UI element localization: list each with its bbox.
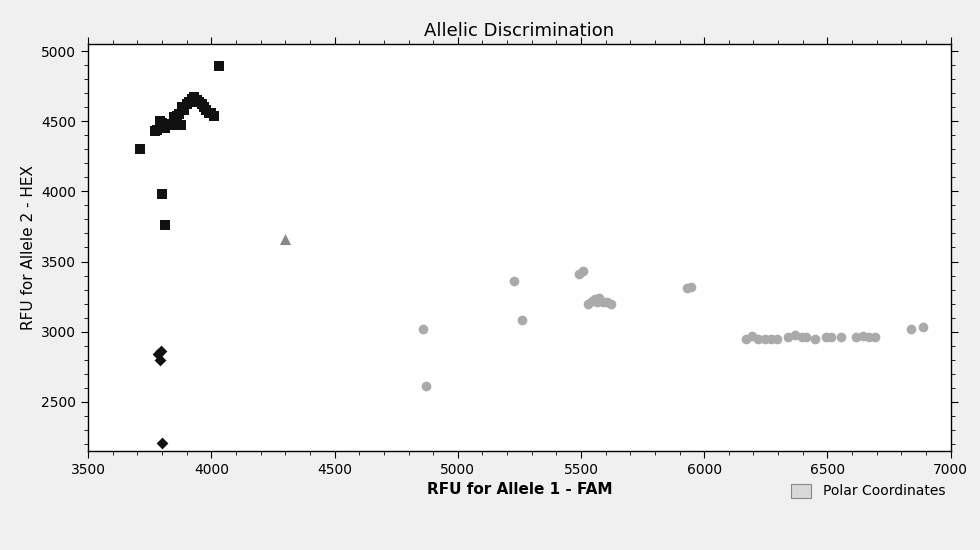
- Point: [757, 335, 772, 344]
- Point: [152, 355, 168, 364]
- Point: [189, 96, 205, 104]
- Point: [595, 298, 611, 307]
- Point: [788, 331, 804, 339]
- Point: [856, 332, 871, 340]
- Point: [738, 334, 754, 343]
- Point: [152, 117, 168, 125]
- Point: [201, 108, 217, 117]
- Point: [848, 333, 863, 342]
- Point: [172, 121, 188, 130]
- Point: [745, 332, 760, 340]
- Point: [603, 299, 618, 308]
- Point: [154, 190, 170, 199]
- Point: [149, 125, 165, 134]
- Point: [867, 332, 883, 341]
- Point: [211, 62, 226, 71]
- Point: [575, 267, 591, 276]
- Point: [186, 93, 202, 102]
- Point: [172, 110, 187, 119]
- Point: [196, 103, 212, 112]
- Point: [514, 316, 530, 325]
- Point: [769, 334, 785, 343]
- Point: [794, 333, 809, 342]
- Point: [199, 106, 215, 114]
- Point: [176, 106, 192, 114]
- Point: [170, 111, 185, 120]
- Point: [277, 235, 293, 244]
- Point: [799, 333, 814, 342]
- Point: [154, 438, 170, 447]
- Point: [507, 277, 522, 285]
- Point: [194, 100, 210, 109]
- Point: [570, 270, 586, 278]
- Point: [589, 298, 605, 307]
- Point: [780, 333, 796, 342]
- Point: [762, 335, 778, 344]
- Point: [679, 284, 695, 293]
- Title: Allelic Discrimination: Allelic Discrimination: [424, 21, 614, 40]
- Point: [154, 118, 170, 127]
- Point: [151, 350, 167, 359]
- Point: [417, 382, 433, 391]
- Point: [915, 323, 931, 332]
- Point: [157, 124, 172, 133]
- Point: [174, 103, 190, 112]
- Point: [587, 295, 603, 304]
- Point: [179, 100, 195, 109]
- Point: [204, 108, 220, 117]
- Point: [823, 333, 839, 342]
- Point: [206, 111, 221, 120]
- Point: [191, 97, 207, 106]
- Point: [580, 299, 596, 308]
- Point: [132, 145, 148, 153]
- Point: [184, 95, 200, 103]
- Point: [592, 294, 608, 302]
- Point: [159, 119, 174, 128]
- Point: [818, 333, 834, 342]
- Point: [147, 126, 163, 135]
- Point: [861, 333, 877, 342]
- Point: [157, 221, 172, 229]
- Point: [683, 283, 699, 292]
- Point: [181, 97, 197, 106]
- Point: [416, 324, 431, 333]
- Point: [751, 334, 766, 343]
- Point: [162, 119, 177, 128]
- Y-axis label: RFU for Allele 2 - HEX: RFU for Allele 2 - HEX: [21, 165, 36, 330]
- Point: [164, 121, 179, 130]
- Point: [808, 334, 823, 343]
- Point: [153, 347, 169, 356]
- Point: [904, 324, 919, 333]
- Point: [167, 113, 182, 122]
- Legend: Polar Coordinates: Polar Coordinates: [785, 478, 951, 504]
- X-axis label: RFU for Allele 1 - FAM: RFU for Allele 1 - FAM: [426, 482, 612, 497]
- Point: [833, 333, 849, 342]
- Point: [584, 296, 600, 305]
- Point: [599, 298, 614, 307]
